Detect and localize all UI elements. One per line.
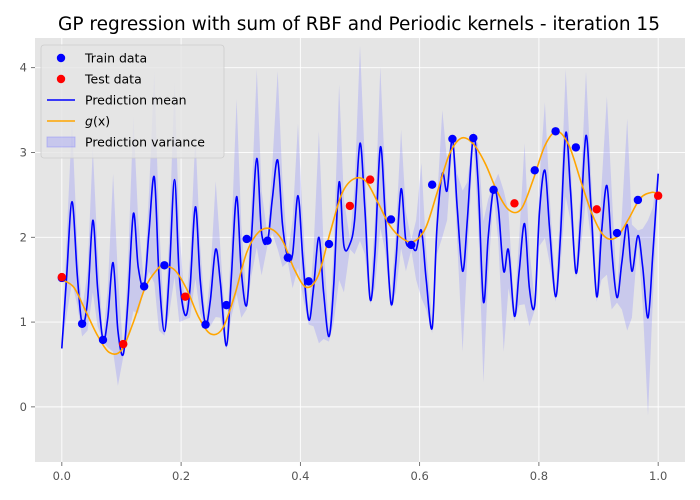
legend-key-var bbox=[46, 136, 76, 148]
variance-band-group bbox=[61, 45, 659, 416]
train-point-4 bbox=[160, 261, 169, 270]
train-point-19 bbox=[551, 127, 560, 136]
legend-label-gx-italic: g bbox=[85, 114, 93, 129]
test-point-0 bbox=[57, 272, 67, 282]
data-markers-group bbox=[57, 127, 663, 349]
grid-lines bbox=[35, 38, 685, 462]
legend-label-gx-rest: (x) bbox=[93, 114, 110, 129]
train-point-15 bbox=[448, 134, 457, 144]
train-point-2 bbox=[98, 335, 108, 345]
test-point-5 bbox=[510, 199, 519, 208]
y-tick-label-3: 3 bbox=[20, 145, 27, 159]
train-point-21 bbox=[612, 228, 622, 238]
train-point-12 bbox=[386, 215, 396, 224]
y-tick-label-4: 4 bbox=[20, 61, 27, 75]
test-point-2 bbox=[181, 292, 190, 301]
prediction-mean-line bbox=[61, 131, 659, 357]
train-point-10 bbox=[304, 277, 313, 286]
x-tick-label-0: 0.0 bbox=[53, 469, 71, 483]
x-tick-label-5: 1.0 bbox=[649, 469, 667, 483]
train-point-13 bbox=[407, 240, 416, 250]
train-point-20 bbox=[571, 143, 581, 152]
legend-label-mean: Prediction mean bbox=[85, 93, 187, 108]
x-tick-label-3: 0.6 bbox=[410, 469, 428, 483]
legend-label-var: Prediction variance bbox=[85, 135, 205, 150]
x-tick-label-4: 0.8 bbox=[530, 469, 548, 483]
legend-label-train: Train data bbox=[84, 51, 147, 66]
test-point-1 bbox=[119, 339, 128, 349]
train-point-11 bbox=[324, 239, 334, 249]
test-point-6 bbox=[592, 205, 601, 214]
train-point-9 bbox=[283, 253, 293, 262]
x-axis-ticks: 0.0 0.2 0.4 0.6 0.8 1.0 bbox=[53, 462, 667, 483]
y-tick-label-1: 1 bbox=[20, 315, 27, 329]
y-tick-label-2: 2 bbox=[20, 230, 27, 244]
legend-key-train bbox=[56, 53, 66, 63]
chart-title: GP regression with sum of RBF and Period… bbox=[58, 14, 660, 35]
train-point-8 bbox=[263, 236, 272, 245]
test-point-4 bbox=[365, 175, 375, 184]
train-point-16 bbox=[469, 133, 478, 143]
y-axis-ticks: 0 1 2 3 4 bbox=[20, 61, 35, 414]
train-point-17 bbox=[489, 185, 498, 194]
prediction-variance-band bbox=[61, 45, 659, 416]
train-point-14 bbox=[427, 180, 437, 189]
g-x-line bbox=[61, 130, 659, 356]
legend-label-gx: g(x) bbox=[85, 114, 110, 129]
legend: Train data Test data Prediction mean g(x) Pr… bbox=[40, 44, 225, 159]
line-series-group bbox=[61, 130, 659, 357]
test-point-7 bbox=[653, 191, 663, 200]
x-tick-label-1: 0.2 bbox=[172, 469, 190, 483]
test-point-3 bbox=[345, 201, 355, 211]
train-point-6 bbox=[222, 300, 231, 310]
train-point-3 bbox=[139, 282, 149, 291]
train-point-1 bbox=[77, 319, 87, 328]
train-point-5 bbox=[201, 320, 210, 329]
legend-box bbox=[40, 44, 225, 159]
train-point-7 bbox=[242, 234, 251, 244]
train-point-22 bbox=[633, 195, 643, 205]
x-tick-label-2: 0.4 bbox=[291, 469, 309, 483]
legend-label-test: Test data bbox=[84, 72, 142, 87]
train-point-18 bbox=[530, 166, 539, 175]
y-tick-label-0: 0 bbox=[20, 400, 27, 414]
legend-key-test bbox=[56, 74, 66, 84]
